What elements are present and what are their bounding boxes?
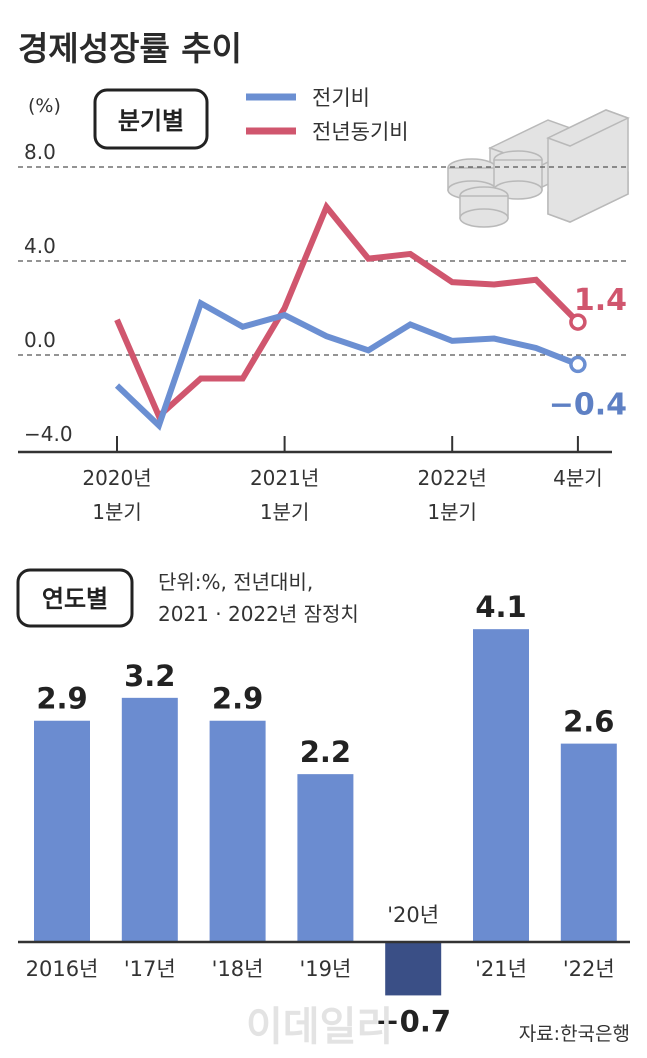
end-point-yoy	[569, 313, 587, 331]
bar-value-label: −0.7	[375, 1004, 451, 1038]
quarterly-badge-label: 분기별	[118, 107, 184, 135]
bar-category-label: 2016년	[26, 957, 99, 981]
bar-series: 2.9 2016년 3.2 '17년 2.9 '18년 2.2 '19년 −0.7 '20년 4.1…	[26, 590, 617, 1038]
bar-value-label: 4.1	[475, 590, 526, 624]
bar	[121, 697, 178, 942]
series-line-yoy	[114, 201, 581, 422]
bar	[473, 629, 529, 942]
annual-badge-frame	[16, 568, 134, 628]
y-tick-label: 4.0	[24, 234, 56, 258]
end-point-qoq	[569, 355, 587, 374]
bar	[209, 720, 266, 942]
x-tick-label: 1분기	[427, 500, 477, 524]
bar-value-label: 2.6	[563, 705, 614, 739]
line-gridlines	[18, 166, 630, 356]
unit-note-line-2: 2021 · 2022년 잠정치	[158, 602, 359, 626]
annual-badge-label: 연도별	[42, 585, 108, 613]
legend-label-qoq: 전기비	[312, 86, 370, 110]
bar-value-label: 2.2	[300, 735, 351, 769]
x-tick-label: 1분기	[260, 500, 310, 524]
bar-category-label: '19년	[299, 957, 351, 981]
line-series: −0.4 1.4	[114, 201, 627, 431]
money-stack-icon	[447, 109, 630, 228]
page-title: 경제성장률 추이	[18, 29, 242, 68]
watermark: 이데일리	[246, 1004, 393, 1050]
bar-category-label: '18년	[212, 957, 264, 981]
y-tick-labels: 8.0 4.0 0.0 −4.0	[24, 140, 73, 446]
legend-label-yoy: 전년동기비	[312, 120, 409, 144]
x-tick-label: 4분기	[553, 466, 603, 490]
y-tick-label: 0.0	[24, 328, 56, 352]
quarterly-badge-frame	[93, 88, 209, 150]
bar	[297, 774, 354, 942]
bar-category-label: '22년	[563, 957, 615, 981]
source-note: 자료:한국은행	[519, 1023, 630, 1045]
bar	[560, 743, 617, 942]
unit-note-line-1: 단위:%, 전년대비,	[158, 570, 313, 594]
y-tick-label: 8.0	[24, 140, 56, 164]
x-tick-labels: 2020년 1분기 2021년 1분기 2022년 1분기 4분기	[82, 436, 603, 524]
quarterly-badge: 분기별	[93, 88, 209, 150]
end-label-qoq: −0.4	[549, 387, 627, 422]
bar-category-label: '21년	[475, 957, 527, 981]
x-tick-label: 2021년	[250, 466, 319, 490]
bar	[385, 942, 442, 996]
x-tick-label: 1분기	[92, 500, 142, 524]
end-label-yoy: 1.4	[574, 283, 627, 318]
bar-category-label: '17년	[124, 957, 176, 981]
line-legend: 전기비 전년동기비	[246, 86, 409, 144]
bar-category-label: '20년	[387, 903, 439, 927]
annual-badge: 연도별	[16, 568, 134, 628]
x-tick-label: 2020년	[82, 466, 151, 490]
y-tick-label: −4.0	[24, 422, 73, 446]
bar	[34, 720, 90, 942]
bar-value-label: 2.9	[36, 682, 87, 716]
quarterly-line-chart: (%) 분기별 전기비 전년동기비	[18, 86, 630, 524]
series-line-qoq	[114, 298, 579, 431]
x-tick-label: 2022년	[418, 466, 487, 490]
bar-value-label: 3.2	[124, 659, 175, 693]
y-axis-unit: (%)	[28, 95, 61, 117]
annual-bar-chart: 연도별 단위:%, 전년대비, 2021 · 2022년 잠정치 2.9 2016…	[16, 568, 630, 1038]
bar-value-label: 2.9	[212, 682, 263, 716]
